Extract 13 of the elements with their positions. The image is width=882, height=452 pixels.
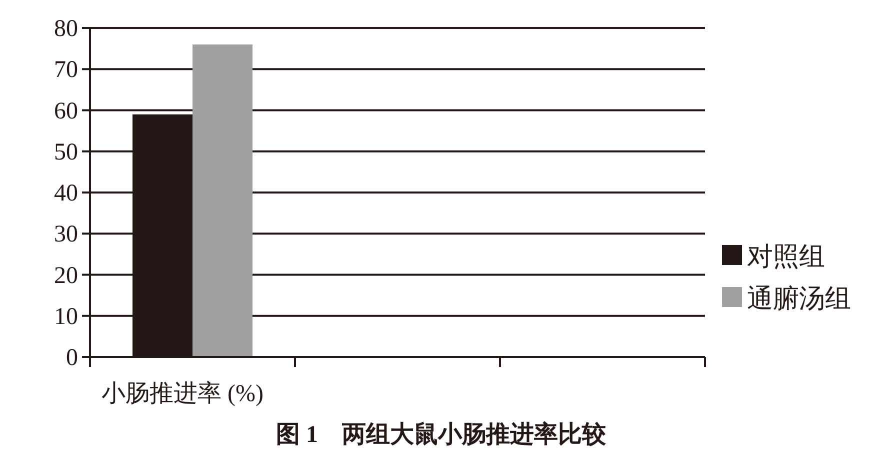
legend-label: 对照组 xyxy=(747,242,825,271)
y-tick-label: 0 xyxy=(66,345,78,371)
legend-label: 通腑汤组 xyxy=(747,284,851,313)
y-tick-label: 40 xyxy=(54,180,78,206)
text: 图 1 两组大鼠小肠推进率比较 xyxy=(276,421,607,448)
y-tick-label: 60 xyxy=(54,98,78,124)
y-tick-label: 50 xyxy=(54,139,78,166)
y-tick-label: 30 xyxy=(54,222,78,248)
y-tick-label: 80 xyxy=(54,16,78,42)
y-tick-label: 70 xyxy=(54,57,78,84)
y-tick-label: 10 xyxy=(54,304,78,330)
y-tick-label: 20 xyxy=(54,262,78,289)
x-tick-label: 小肠推进率 (%) xyxy=(102,380,264,407)
